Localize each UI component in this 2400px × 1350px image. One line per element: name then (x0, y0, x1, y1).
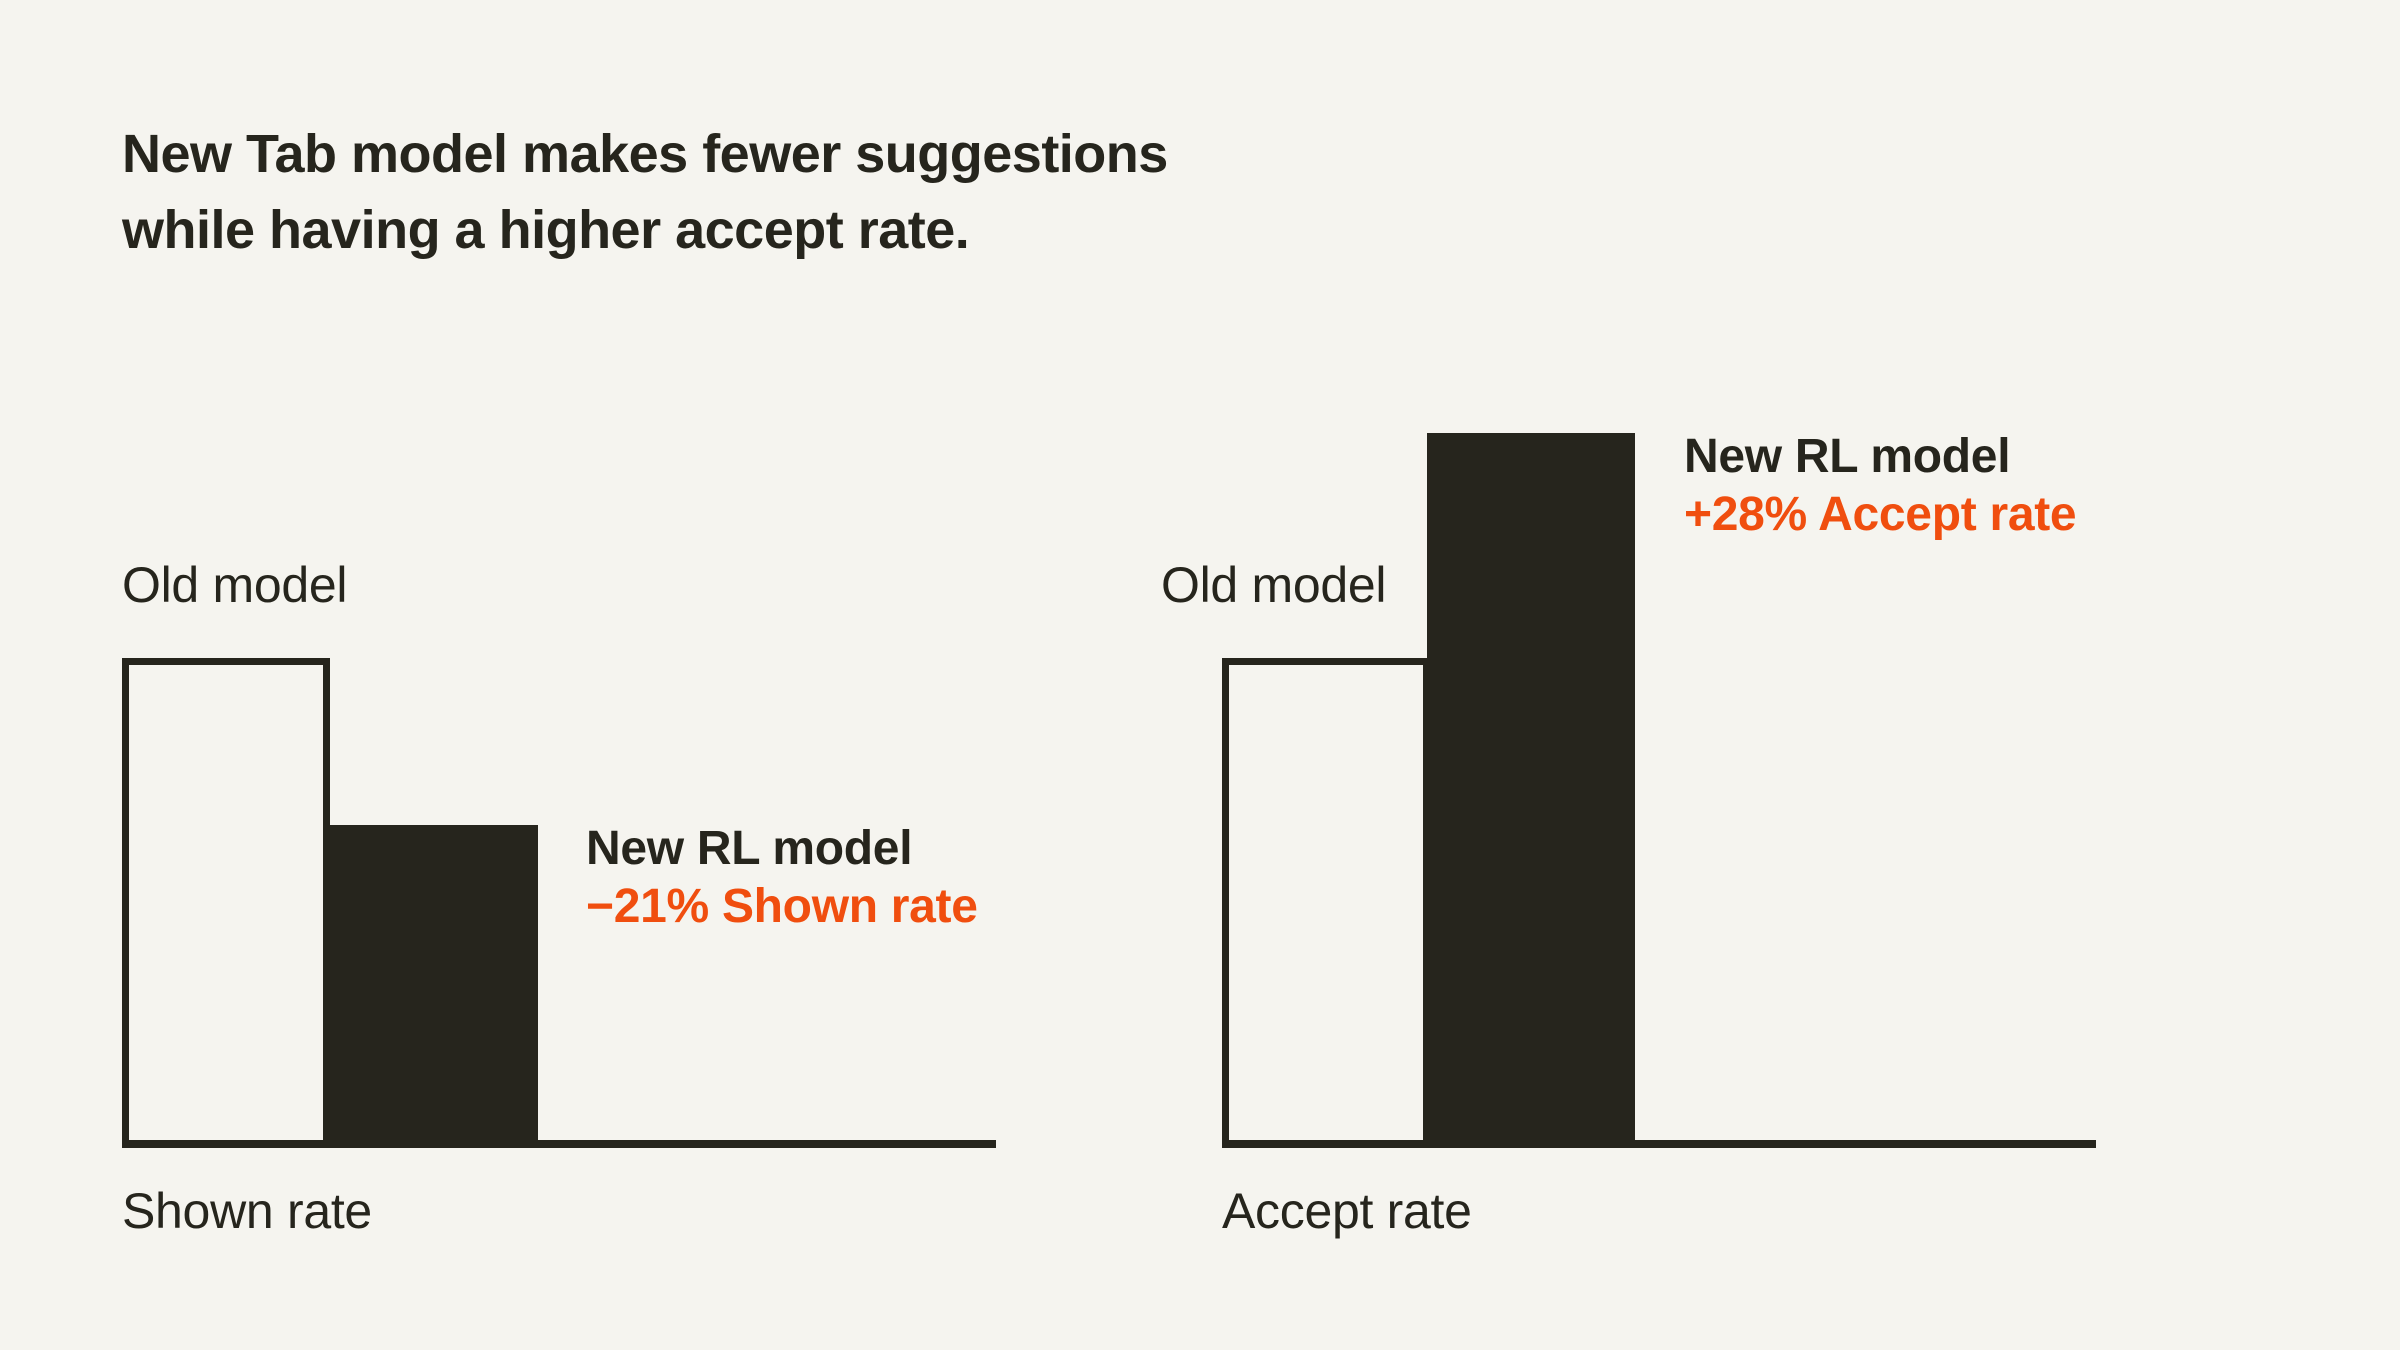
accept-old-model-label: Old model (1161, 557, 1387, 613)
shown-old-model-bar (122, 658, 330, 1148)
accept-annotation-delta: +28% Accept rate (1684, 488, 2077, 541)
accept-axis-label: Accept rate (1222, 1183, 1472, 1239)
chart-title: New Tab model makes fewer suggestions wh… (122, 116, 1168, 268)
chart-title-line2: while having a higher accept rate. (122, 200, 970, 260)
shown-x-axis-line (122, 1140, 996, 1148)
accept-old-model-bar (1222, 658, 1430, 1148)
accept-annotation: New RL model +28% Accept rate (1684, 428, 2077, 544)
shown-annotation-delta: −21% Shown rate (586, 880, 978, 933)
shown-axis-label: Shown rate (122, 1183, 372, 1239)
accept-annotation-title: New RL model (1684, 430, 2011, 483)
shown-annotation-title: New RL model (586, 822, 913, 875)
shown-old-model-label: Old model (122, 557, 348, 613)
accept-x-axis-line (1222, 1140, 2096, 1148)
accept-new-model-bar (1427, 433, 1635, 1148)
chart-title-line1: New Tab model makes fewer suggestions (122, 124, 1168, 184)
shown-annotation: New RL model −21% Shown rate (586, 820, 978, 936)
shown-new-model-bar (330, 825, 538, 1148)
